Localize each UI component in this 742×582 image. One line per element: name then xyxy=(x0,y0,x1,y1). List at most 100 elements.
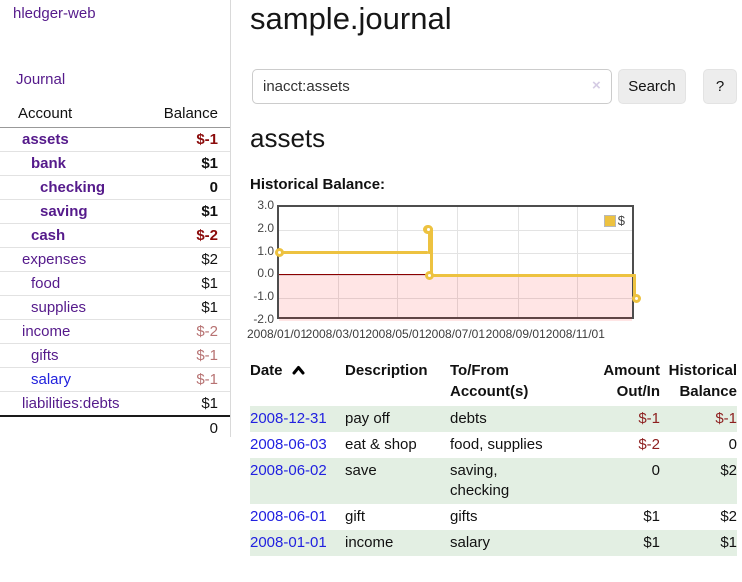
transaction-amount: $-1 xyxy=(580,406,660,432)
transaction-amount: 0 xyxy=(580,458,660,504)
account-row: assets$-1 xyxy=(0,128,230,152)
transaction-balance: $1 xyxy=(660,530,737,556)
transaction-date-link[interactable]: 2008-06-01 xyxy=(250,508,327,525)
account-row: gifts$-1 xyxy=(0,344,230,368)
transaction-balance: $2 xyxy=(660,458,737,504)
data-point-marker[interactable] xyxy=(632,294,641,303)
transaction-date-link[interactable]: 2008-12-31 xyxy=(250,410,327,427)
transaction-accounts: gifts xyxy=(450,504,580,530)
chart-title: Historical Balance: xyxy=(250,176,385,193)
page-title: sample.journal xyxy=(250,1,452,37)
transaction-balance: $2 xyxy=(660,504,737,530)
gridline-h xyxy=(279,230,632,231)
account-title: assets xyxy=(250,123,325,154)
account-row: bank $1 xyxy=(0,152,230,176)
register-row: 2008-01-01incomesalary$1$1 xyxy=(250,530,737,556)
accounts-total-row: 0 xyxy=(0,416,230,440)
account-link-expenses[interactable]: expenses xyxy=(22,251,86,268)
register-row: 2008-06-02 savesaving, checking0$2 xyxy=(250,458,737,504)
accounts-header-account: Account xyxy=(0,102,135,128)
series-segment xyxy=(279,251,428,254)
register-header-date[interactable]: Date xyxy=(250,358,345,406)
transaction-amount: $-2 xyxy=(580,432,660,458)
x-axis-tick: 2008/09/01 xyxy=(486,327,546,341)
accounts-total-value: 0 xyxy=(135,416,230,440)
account-link-food[interactable]: food xyxy=(31,275,60,292)
account-row: saving $1 xyxy=(0,200,230,224)
register-table: Date DescriptionTo/FromAccount(s)AmountO… xyxy=(250,358,737,556)
account-link-gifts[interactable]: gifts xyxy=(31,347,59,364)
chart-plot-area[interactable]: $ xyxy=(277,205,634,319)
transaction-balance: 0 xyxy=(660,432,737,458)
account-row: salary $-1 xyxy=(0,368,230,392)
search-input[interactable] xyxy=(252,69,612,104)
account-row: food$1 xyxy=(0,272,230,296)
sidebar-accounts-body: assets$-1bank$1checking0saving$1cash$-2e… xyxy=(0,128,230,417)
register-header-description: Description xyxy=(345,358,450,406)
register-body: 2008-12-31pay offdebts$-1$-12008-06-03ea… xyxy=(250,406,737,556)
account-row: supplies $1 xyxy=(0,296,230,320)
historical-balance-chart: $ 3.02.01.00.0-1.0-2.02008/01/012008/03/… xyxy=(250,202,742,346)
account-balance: $-2 xyxy=(135,224,230,248)
account-link-salary[interactable]: salary xyxy=(31,371,71,388)
transaction-accounts: salary xyxy=(450,530,580,556)
account-balance: $1 xyxy=(135,152,230,176)
account-link-saving[interactable]: saving xyxy=(40,203,88,220)
account-link-checking[interactable]: checking xyxy=(40,179,105,196)
negative-region xyxy=(279,275,632,321)
transaction-accounts: food, supplies xyxy=(450,432,580,458)
y-axis-tick: -2.0 xyxy=(250,312,274,326)
transaction-description: eat & shop xyxy=(345,432,450,458)
transaction-date-link[interactable]: 2008-06-03 xyxy=(250,436,327,453)
account-link-bank[interactable]: bank xyxy=(31,155,66,172)
account-link-supplies[interactable]: supplies xyxy=(31,299,86,316)
account-balance: $1 xyxy=(135,296,230,320)
sort-ascending-icon xyxy=(292,365,305,375)
account-link-income[interactable]: income xyxy=(22,323,70,340)
x-axis-tick: 2008/05/01 xyxy=(365,327,425,341)
help-button[interactable]: ? xyxy=(703,69,737,104)
series-segment xyxy=(430,274,636,277)
register-row: 2008-06-03 eat & shopfood, supplies$-20 xyxy=(250,432,737,458)
transaction-accounts: saving, checking xyxy=(450,458,580,504)
register-header-tofrom: To/FromAccount(s) xyxy=(450,358,580,406)
brand-link[interactable]: hledger-web xyxy=(13,5,96,22)
series-segment xyxy=(430,228,433,277)
account-balance: $-2 xyxy=(135,320,230,344)
legend-label: $ xyxy=(618,213,625,228)
data-point-marker[interactable] xyxy=(425,271,434,280)
transaction-description: save xyxy=(345,458,450,504)
accounts-table: Account Balance assets$-1bank$1checking0… xyxy=(0,102,230,440)
x-axis-tick: 2008/07/01 xyxy=(425,327,485,341)
y-axis-tick: -1.0 xyxy=(250,289,274,303)
account-balance: 0 xyxy=(135,176,230,200)
register-header-row: Date DescriptionTo/FromAccount(s)AmountO… xyxy=(250,358,737,406)
sidebar: hledger-web Journal Account Balance asse… xyxy=(0,0,231,437)
transaction-amount: $1 xyxy=(580,530,660,556)
account-link-liabilities-debts[interactable]: liabilities:debts xyxy=(22,395,120,412)
account-balance: $-1 xyxy=(135,368,230,392)
account-row: expenses$2 xyxy=(0,248,230,272)
x-axis-tick: 2008/11/01 xyxy=(546,327,605,341)
y-axis-tick: 0.0 xyxy=(250,266,274,280)
account-balance: $1 xyxy=(135,200,230,224)
account-row: liabilities:debts$1 xyxy=(0,392,230,417)
transaction-description: pay off xyxy=(345,406,450,432)
transaction-description: gift xyxy=(345,504,450,530)
hledger-web-page: hledger-web Journal Account Balance asse… xyxy=(0,0,742,582)
y-axis-tick: 2.0 xyxy=(250,221,274,235)
account-link-cash[interactable]: cash xyxy=(31,227,65,244)
y-axis-tick: 3.0 xyxy=(250,198,274,212)
clear-search-icon[interactable]: × xyxy=(592,77,601,94)
account-link-assets[interactable]: assets xyxy=(22,131,69,148)
transaction-date-link[interactable]: 2008-06-02 xyxy=(250,462,327,479)
transaction-date-link[interactable]: 2008-01-01 xyxy=(250,534,327,551)
transaction-accounts: debts xyxy=(450,406,580,432)
data-point-marker[interactable] xyxy=(275,248,284,257)
search-button[interactable]: Search xyxy=(618,69,686,104)
transaction-amount: $1 xyxy=(580,504,660,530)
register-row: 2008-12-31pay offdebts$-1$-1 xyxy=(250,406,737,432)
sidebar-item-journal[interactable]: Journal xyxy=(16,71,65,88)
account-row: income $-2 xyxy=(0,320,230,344)
accounts-header-balance: Balance xyxy=(135,102,230,128)
